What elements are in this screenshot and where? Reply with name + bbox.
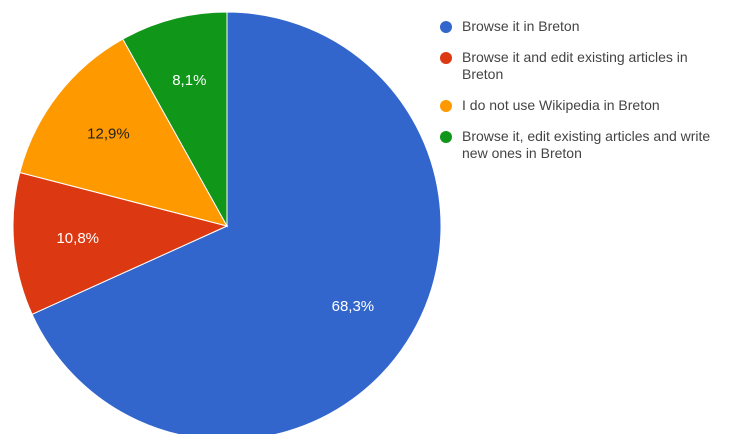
legend-item-browse-edit-write: Browse it, edit existing articles and wr… (440, 128, 734, 162)
pie-slice-browse-it-edit-existing-articles-and-write-new-ones-in-breton (122, 11, 228, 228)
legend-marker-icon (440, 131, 452, 143)
legend-item-browse: Browse it in Breton (440, 18, 734, 35)
slice-value-label: 8,1% (172, 72, 206, 89)
slice-value-label: 68,3% (332, 298, 375, 315)
slice-value-label: 12,9% (87, 125, 130, 142)
pie-slice-i-do-not-use-wikipedia-in-breton (19, 38, 229, 227)
pie-slice-browse-it-and-edit-existing-articles-in-breton (12, 171, 229, 315)
slice-value-label: 10,8% (56, 230, 99, 247)
legend-marker-icon (440, 52, 452, 64)
chart-legend: Browse it in Breton Browse it and edit e… (440, 18, 734, 176)
legend-label: Browse it, edit existing articles and wr… (462, 128, 711, 161)
legend-item-not-use: I do not use Wikipedia in Breton (440, 97, 734, 114)
legend-marker-icon (440, 21, 452, 33)
legend-label: Browse it in Breton (462, 18, 580, 34)
legend-label: I do not use Wikipedia in Breton (462, 97, 660, 113)
pie-slice-browse-it-in-breton (31, 11, 442, 434)
legend-item-browse-edit: Browse it and edit existing articles in … (440, 49, 734, 83)
legend-marker-icon (440, 100, 452, 112)
legend-label: Browse it and edit existing articles in … (462, 49, 688, 82)
